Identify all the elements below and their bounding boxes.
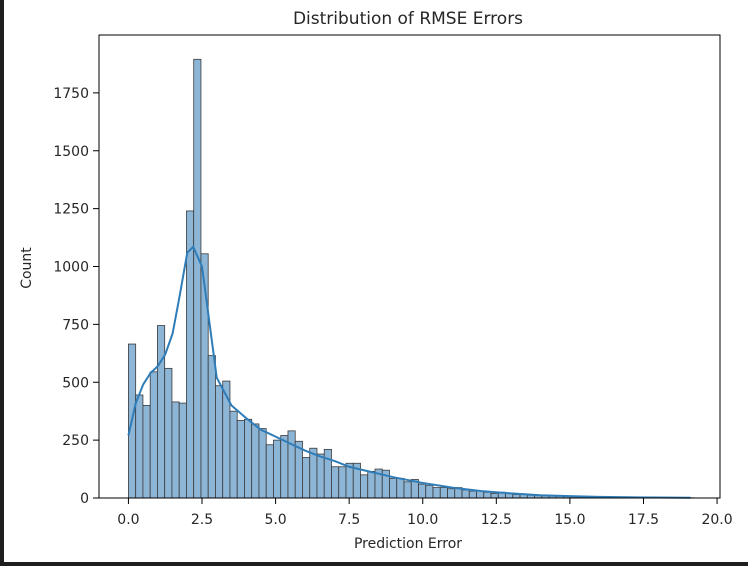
- y-tick-label: 0: [80, 491, 89, 507]
- histogram-bar: [403, 481, 412, 499]
- histogram-bar: [468, 490, 477, 499]
- histogram-bar: [360, 474, 369, 499]
- histogram-bar: [367, 470, 376, 499]
- x-tick-label: 15.0: [554, 512, 585, 528]
- histogram-bar: [490, 492, 499, 499]
- histogram-bar: [135, 394, 144, 499]
- y-tick-label: 750: [62, 317, 89, 333]
- x-tick-label: 12.5: [481, 512, 512, 528]
- y-axis-ticks: 0 250 500 750 1000 1250 1500 1750: [53, 86, 99, 507]
- histogram-bar: [323, 448, 332, 499]
- histogram-bar: [265, 444, 274, 499]
- histogram-bar: [447, 488, 456, 499]
- chart-title: Distribution of RMSE Errors: [293, 9, 523, 29]
- histogram-bar: [280, 435, 289, 499]
- histogram-bar: [316, 453, 325, 499]
- histogram-bar: [338, 466, 347, 499]
- histogram-bar: [157, 325, 166, 499]
- x-axis-ticks: 0.0 2.5 5.0 7.5 10.0 12.5 15.0 17.5 20.0: [117, 498, 733, 528]
- histogram-bar: [331, 466, 340, 499]
- histogram-bar: [258, 428, 267, 499]
- bars-group: [128, 58, 695, 499]
- histogram-bar: [251, 423, 260, 499]
- y-tick-label: 1750: [53, 86, 89, 102]
- histogram-bar: [236, 420, 245, 499]
- x-tick-label: 0.0: [117, 512, 139, 528]
- histogram-bar: [483, 491, 492, 499]
- histogram-bar: [164, 367, 173, 499]
- y-tick-label: 500: [62, 375, 89, 391]
- y-axis-title: Count: [19, 247, 35, 289]
- histogram-bar: [396, 477, 405, 499]
- histogram-bar: [287, 430, 296, 499]
- x-tick-label: 10.0: [407, 512, 438, 528]
- x-tick-label: 5.0: [264, 512, 286, 528]
- y-tick-label: 1250: [53, 202, 89, 218]
- y-tick-label: 250: [62, 433, 89, 449]
- histogram-bar: [229, 410, 238, 499]
- histogram-bar: [461, 489, 470, 499]
- histogram-bar: [149, 371, 158, 499]
- histogram-bar: [178, 402, 187, 499]
- histogram-bar: [171, 401, 180, 499]
- histogram-bar: [432, 487, 441, 499]
- histogram-bar: [244, 418, 253, 499]
- histogram-bar: [215, 385, 224, 499]
- x-tick-label: 2.5: [191, 512, 213, 528]
- x-tick-label: 20.0: [701, 512, 732, 528]
- histogram-chart: Distribution of RMSE Errors 0.0 2.5 5.0 7.5…: [19, 9, 733, 552]
- x-axis-title: Prediction Error: [354, 536, 462, 552]
- histogram-bar: [273, 439, 282, 499]
- histogram-bar: [389, 477, 398, 499]
- histogram-bar: [418, 483, 427, 499]
- kde-line: [127, 245, 691, 499]
- y-tick-label: 1500: [53, 144, 89, 160]
- histogram-bar: [439, 487, 448, 499]
- chart-frame: Distribution of RMSE Errors 0.0 2.5 5.0 7.5…: [4, 0, 748, 562]
- histogram-bar: [207, 355, 216, 499]
- x-tick-label: 7.5: [338, 512, 360, 528]
- histogram-bar: [193, 58, 202, 499]
- histogram-bar: [142, 404, 151, 499]
- histogram-bar: [425, 484, 434, 499]
- x-tick-label: 17.5: [628, 512, 659, 528]
- histogram-bar: [512, 494, 521, 499]
- y-tick-label: 1000: [53, 260, 89, 276]
- histogram-bar: [302, 457, 311, 499]
